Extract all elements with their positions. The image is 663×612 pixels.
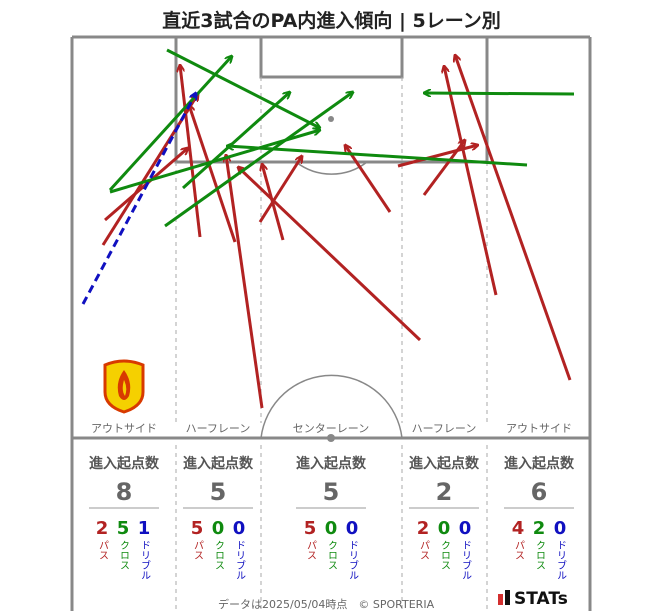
lane-dividers: [175, 77, 488, 611]
cross-count: 2: [533, 518, 546, 539]
lane-summary-4: 進入起点数 6 4 2 0 パス クロス ドリブル: [504, 455, 575, 580]
lane-name: ハーフレーン: [412, 422, 477, 435]
start-count-header: 進入起点数: [504, 455, 575, 472]
stats-logo-icon: [498, 590, 510, 605]
dribble-count: 0: [346, 518, 359, 539]
pass-count: 2: [417, 518, 430, 539]
chart-title: 直近3試合のPA内進入傾向 | 5レーン別: [162, 10, 501, 32]
cross-arrow: [424, 93, 575, 94]
dribble-label: ドリブル: [555, 540, 567, 580]
cross-arrows: [108, 48, 575, 228]
pass-arrow: [238, 167, 422, 342]
dribble-label: ドリブル: [139, 540, 151, 580]
pass-count: 5: [191, 518, 204, 539]
cross-arrow: [166, 48, 320, 128]
dribble-label: ドリブル: [234, 540, 246, 580]
start-count: 8: [116, 478, 133, 506]
pass-arrow: [189, 105, 237, 243]
dribble-label: ドリブル: [460, 540, 472, 580]
dribble-count: 1: [138, 518, 151, 539]
start-count-header: 進入起点数: [409, 455, 480, 472]
start-count-header: 進入起点数: [183, 455, 254, 472]
team-crest-icon: [103, 359, 145, 414]
cross-label: クロス: [439, 540, 450, 570]
pass-count: 4: [512, 518, 525, 539]
lane-summary-1: 進入起点数 5 5 0 0 パス クロス ドリブル: [183, 455, 254, 580]
cross-arrow: [164, 92, 353, 228]
pass-arrow: [422, 140, 465, 196]
start-count: 6: [531, 478, 548, 506]
dribble-count: 0: [233, 518, 246, 539]
pass-count: 5: [304, 518, 317, 539]
center-spot: [327, 434, 335, 442]
lane-name: アウトサイド: [91, 422, 157, 435]
pass-label: パス: [513, 540, 525, 560]
cross-label: クロス: [213, 540, 224, 570]
cross-count: 0: [325, 518, 338, 539]
brand-text: STATs: [514, 589, 568, 609]
pass-count: 2: [96, 518, 109, 539]
cross-count: 5: [117, 518, 130, 539]
pass-arrow: [226, 155, 264, 409]
lane-name: センターレーン: [293, 422, 369, 435]
lane-summary-3: 進入起点数 2 2 0 0 パス クロス ドリブル: [409, 455, 480, 580]
cross-count: 0: [212, 518, 225, 539]
cross-arrow: [108, 56, 232, 192]
cross-count: 0: [438, 518, 451, 539]
cross-arrow: [109, 130, 320, 194]
cross-label: クロス: [534, 540, 545, 570]
start-count: 5: [210, 478, 227, 506]
lane-name: ハーフレーン: [186, 422, 251, 435]
pass-arrows: [101, 55, 572, 409]
penalty-spot: [328, 116, 334, 122]
cross-label: クロス: [118, 540, 129, 570]
pass-arrow: [180, 65, 202, 238]
footer-note: データは2025/05/04時点 © SPORTERIA: [218, 598, 435, 611]
start-count: 2: [436, 478, 453, 506]
lane-name: アウトサイド: [506, 422, 572, 435]
pass-label: パス: [418, 540, 430, 560]
pass-label: パス: [192, 540, 204, 560]
dribble-arrow: [81, 93, 196, 305]
brand-logo: STATs: [514, 589, 568, 609]
start-count-header: 進入起点数: [89, 455, 160, 472]
pass-arrow: [455, 55, 572, 381]
pass-arrow: [444, 66, 498, 296]
dribble-label: ドリブル: [347, 540, 359, 580]
cross-label: クロス: [326, 540, 337, 570]
pass-arrow: [397, 145, 478, 168]
dribble-arrows: [81, 93, 196, 305]
cross-arrow: [227, 146, 528, 167]
start-count: 5: [323, 478, 340, 506]
pass-arrow: [258, 156, 302, 223]
pass-label: パス: [97, 540, 109, 560]
cross-arrow: [181, 92, 290, 190]
pass-arrow: [345, 145, 392, 213]
dribble-count: 0: [459, 518, 472, 539]
pass-label: パス: [305, 540, 317, 560]
start-count-header: 進入起点数: [296, 455, 367, 472]
lane-summary-2: 進入起点数 5 5 0 0 パス クロス ドリブル: [296, 455, 367, 580]
center-circle: [260, 374, 403, 439]
dribble-count: 0: [554, 518, 567, 539]
lane-summary-0: 進入起点数 8 2 5 1 パス クロス ドリブル: [89, 455, 160, 580]
